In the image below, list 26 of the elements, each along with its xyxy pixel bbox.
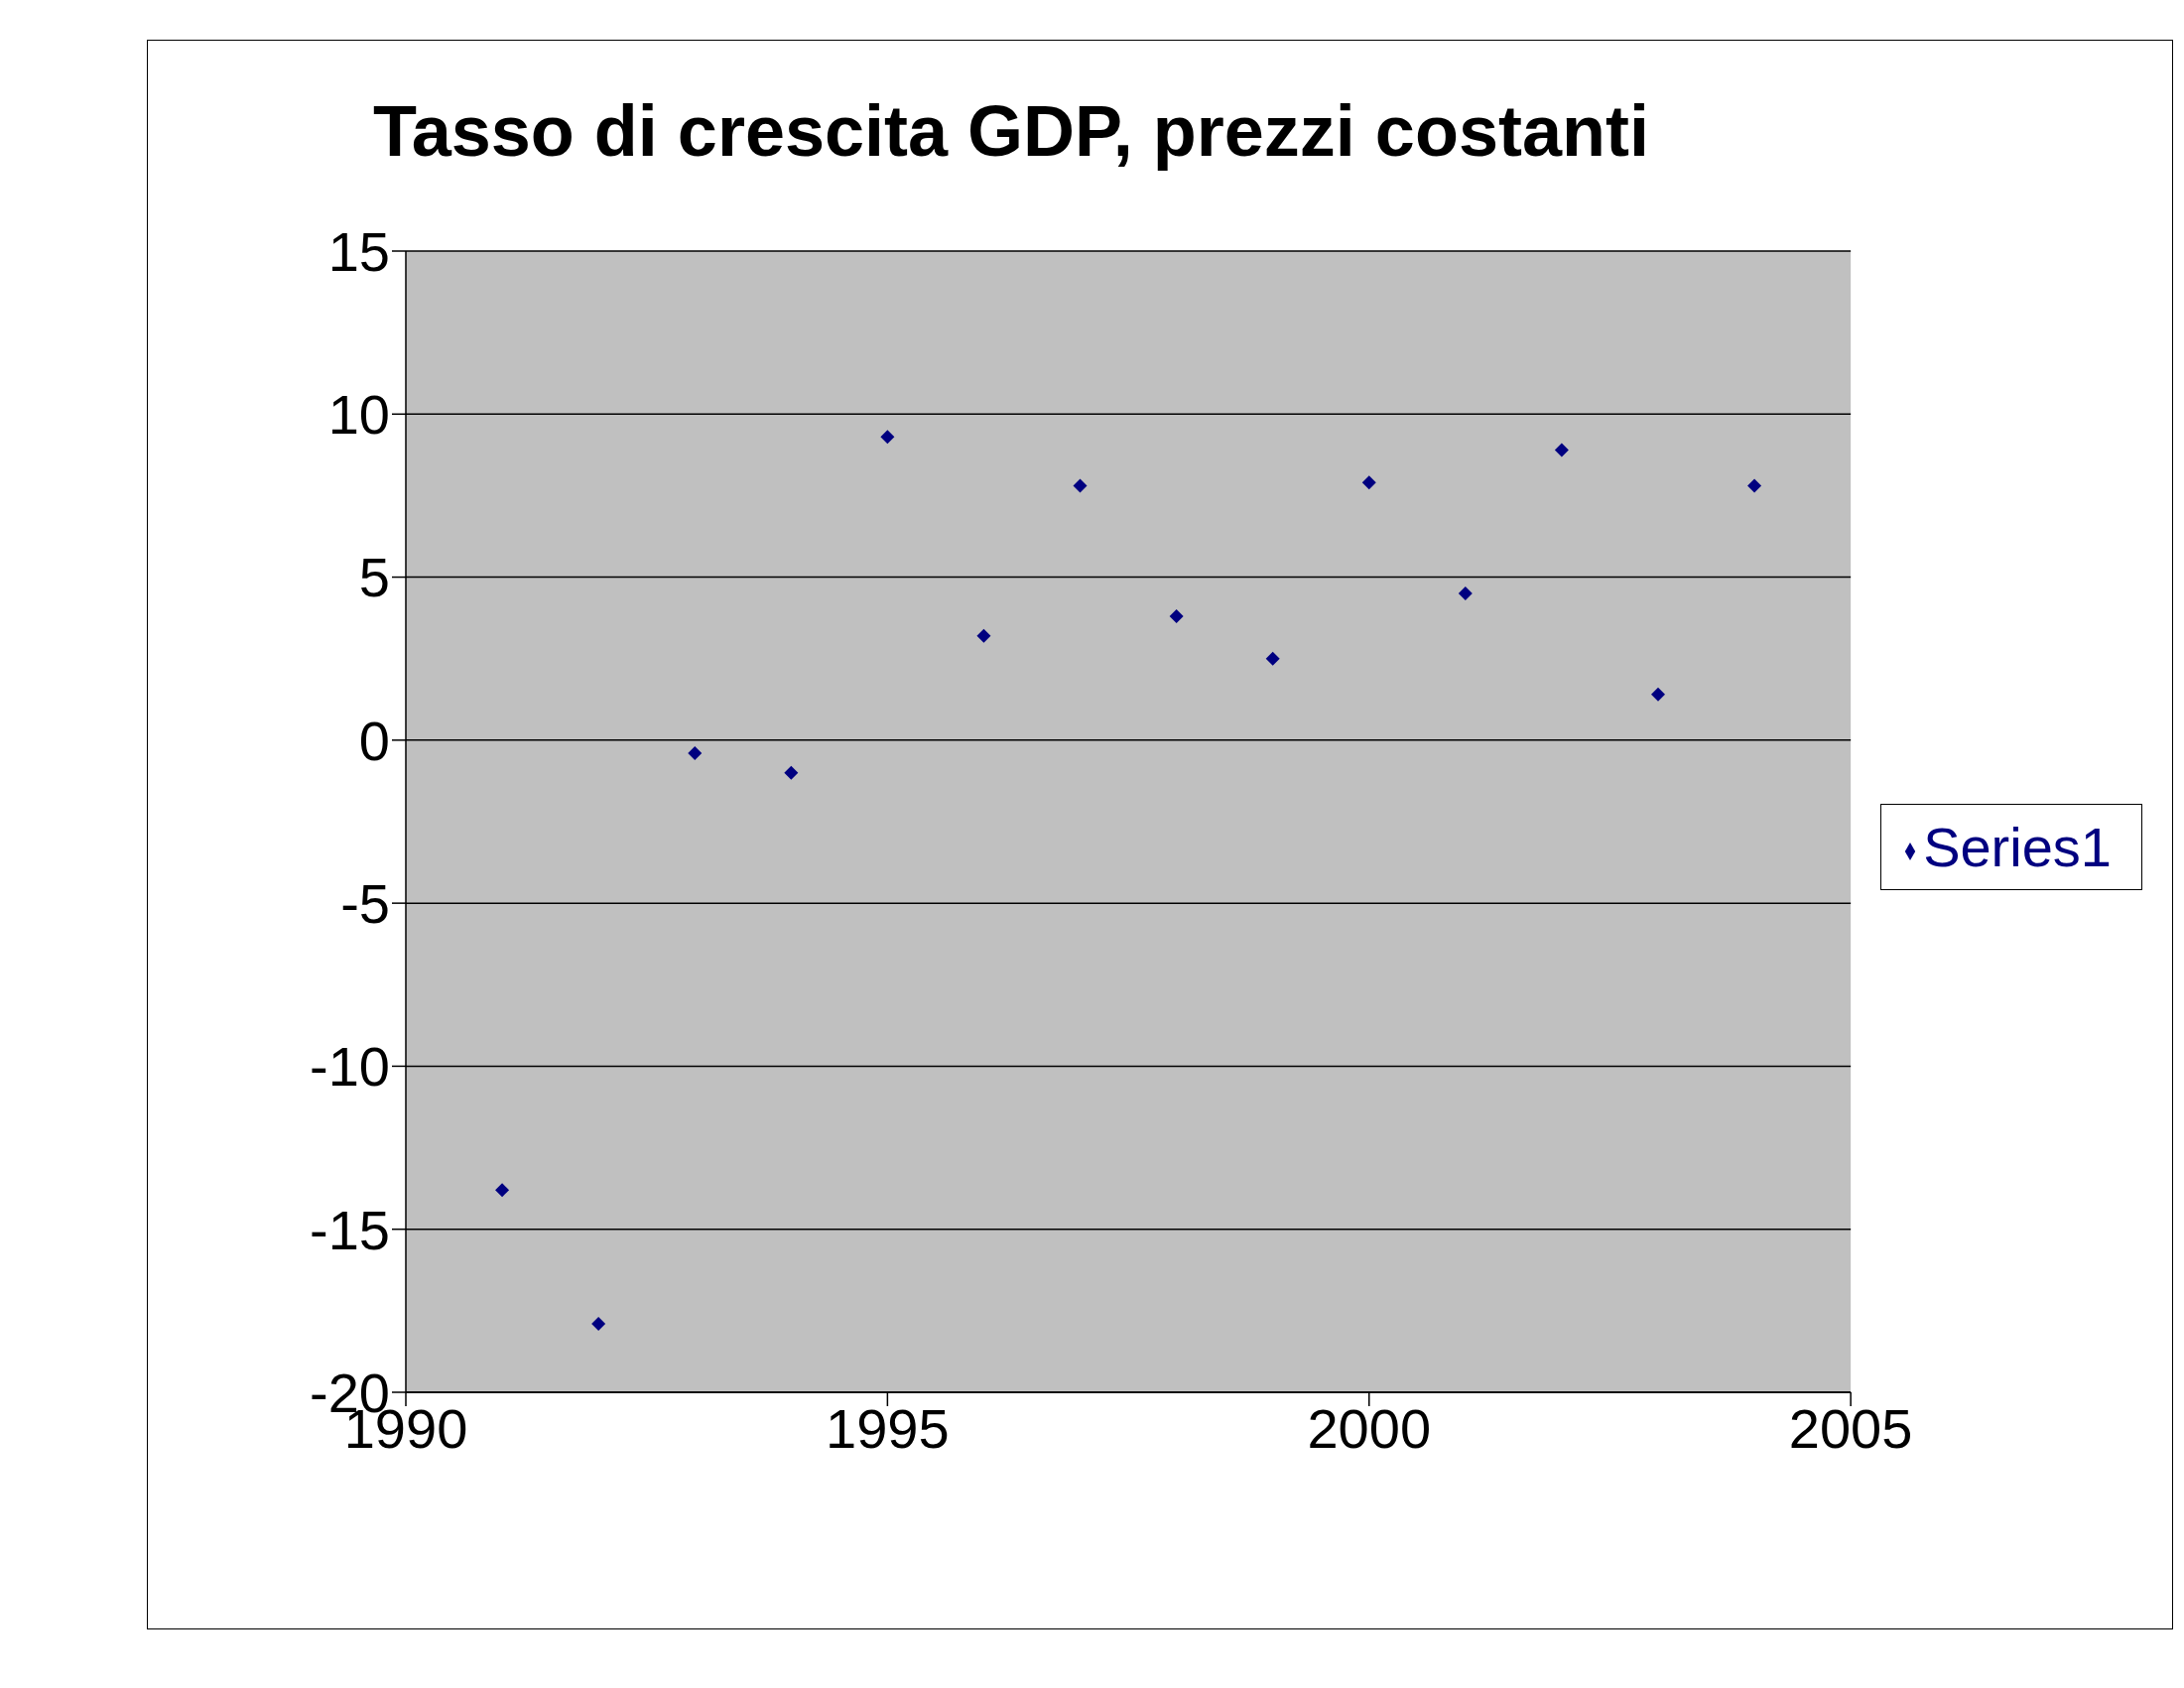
point — [976, 628, 991, 643]
y-tick-label: -10 — [310, 1035, 390, 1099]
point — [688, 746, 703, 760]
x-tick-label: 2000 — [1307, 1396, 1432, 1460]
point — [495, 1183, 510, 1198]
x-tick-label: 1995 — [826, 1396, 950, 1460]
point — [1458, 586, 1473, 600]
point — [1650, 687, 1665, 702]
legend-label: Series1 — [1923, 815, 2112, 878]
y-tick-label: -15 — [310, 1198, 390, 1261]
y-tick-label: 0 — [358, 709, 390, 772]
point — [591, 1317, 606, 1331]
point — [1361, 475, 1376, 490]
point — [1073, 478, 1088, 493]
point — [880, 430, 895, 445]
chart-title: Tasso di crescita GDP, prezzi costanti — [372, 90, 1650, 172]
point — [1747, 478, 1762, 493]
point — [1169, 609, 1184, 623]
point — [784, 765, 799, 780]
y-tick-label: -5 — [340, 872, 390, 936]
y-tick-label: 5 — [358, 546, 390, 609]
point — [1265, 651, 1280, 666]
y-tick-label: 15 — [327, 219, 390, 283]
x-tick-label: 2005 — [1788, 1396, 1913, 1460]
y-tick-label: 10 — [327, 383, 390, 447]
point — [1554, 443, 1569, 457]
